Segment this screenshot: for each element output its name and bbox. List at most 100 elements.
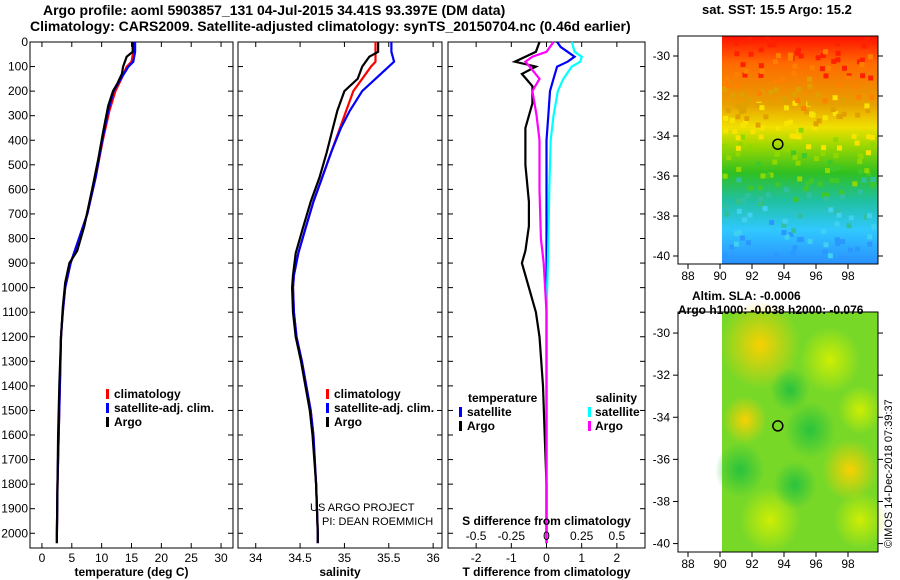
sst-pixel [773, 87, 779, 93]
sst-pixel [795, 160, 801, 166]
sst-pixel [787, 119, 793, 125]
sst-pixel [801, 105, 807, 111]
sst-pixel [758, 63, 764, 69]
sst-pixel [809, 111, 814, 117]
sst-pixel [834, 209, 840, 215]
lon-tick-label: 96 [809, 557, 823, 571]
sst-pixel [759, 105, 765, 111]
sst-pixel [742, 38, 748, 44]
y-tick-label: 1200 [1, 330, 28, 344]
series-s-argo [523, 41, 555, 544]
sst-pixel [756, 161, 761, 167]
sst-pixel [871, 224, 877, 230]
lat-tick-label: -38 [653, 494, 671, 508]
sst-pixel [759, 69, 765, 74]
lon-tick-label: 94 [777, 557, 791, 571]
sst-pixel [775, 182, 781, 188]
profile-panels: 0100200300400500600700800900100011001200… [1, 35, 646, 579]
sst-pixel [747, 36, 753, 42]
sst-pixel [758, 47, 764, 53]
y-tick-label: 700 [8, 207, 28, 221]
y-tick-label: 500 [8, 158, 28, 172]
sla-anomaly-patch [773, 460, 817, 510]
legend-marker [106, 403, 109, 413]
sst-pixel [848, 247, 853, 253]
sst-pixel [832, 95, 838, 101]
sst-pixel [824, 196, 829, 202]
sst-pixel [821, 229, 826, 234]
lon-tick-label: 88 [681, 269, 695, 283]
sst-pixel [780, 76, 786, 82]
sst-pixel [733, 241, 739, 247]
sst-pixel [813, 121, 819, 127]
sst-pixel [763, 114, 769, 120]
sst-pixel [759, 125, 765, 131]
y-tick-label: 1900 [1, 502, 28, 516]
sst-pixel [799, 236, 804, 242]
argo-location-marker [772, 420, 784, 432]
x-axis-label: T difference from climatology [462, 565, 630, 579]
legend-label: Argo [114, 415, 142, 429]
sst-pixel [839, 97, 845, 103]
sst-pixel [736, 177, 742, 183]
sst-map-title: sat. SST: 15.5 Argo: 15.2 [702, 2, 852, 17]
sst-pixel [730, 93, 736, 98]
lat-tick-label: -32 [653, 89, 671, 103]
y-tick-label: 2000 [1, 526, 28, 540]
panel-temp: 0100200300400500600700800900100011001200… [1, 35, 234, 579]
sst-pixel [841, 111, 847, 117]
sst-pixel [764, 36, 770, 41]
sst-pixel [827, 253, 833, 259]
sst-pixel [859, 62, 865, 67]
sst-pixel [781, 222, 787, 228]
panel-sal: 34 34.5 35 35.5 36 salinity climatologysatelli… [237, 41, 443, 579]
y-tick-label: 300 [8, 109, 28, 123]
sst-pixel [864, 36, 870, 42]
x-tick-label: 30 [214, 551, 228, 565]
sst-pixel [775, 53, 781, 59]
sst-pixel [854, 140, 860, 146]
sst-pixel [722, 86, 728, 92]
sst-pixel [870, 182, 876, 188]
sst-pixel [864, 103, 870, 109]
legend-label: climatology [334, 387, 401, 401]
sst-pixel [743, 119, 749, 125]
x-axis-label: salinity [319, 565, 361, 579]
sst-pixel [816, 118, 822, 124]
sla-map-title: Altim. SLA: -0.0006 [692, 289, 801, 303]
x-axis-label: temperature (deg C) [74, 565, 188, 579]
sst-pixel [798, 127, 804, 133]
legend-label: Argo [334, 415, 362, 429]
sst-pixel [822, 115, 828, 121]
sla-anomaly-patch [800, 327, 860, 393]
sst-pixel [737, 230, 743, 235]
legend-marker [459, 421, 462, 431]
lat-tick-label: -36 [653, 169, 671, 183]
y-tick-label: 100 [8, 60, 28, 74]
sst-pixel [781, 230, 787, 236]
sst-pixel [853, 84, 859, 90]
y-tick-label: 1700 [1, 453, 28, 467]
sst-pixel [846, 223, 852, 229]
top-x-tick-label: 0.5 [609, 529, 626, 543]
sst-pixel [735, 114, 741, 120]
sst-pixel [866, 134, 872, 140]
sst-pixel [792, 245, 798, 251]
sst-pixel [869, 94, 875, 100]
y-tick-label: 1300 [1, 354, 28, 368]
sst-pixel [755, 122, 761, 128]
sst-pixel [783, 187, 789, 193]
sst-pixel [747, 144, 753, 150]
lon-tick-label: 90 [713, 557, 727, 571]
lat-tick-label: -38 [653, 209, 671, 223]
x-tick-label: -2 [471, 551, 482, 565]
sst-pixel [835, 57, 841, 63]
sst-pixel [795, 98, 801, 104]
sst-pixel [722, 81, 728, 87]
map-frame-sla [677, 311, 879, 553]
sst-pixel [729, 244, 735, 250]
lat-tick-label: -36 [653, 452, 671, 466]
legend-marker [459, 407, 462, 417]
y-tick-label: 800 [8, 232, 28, 246]
sst-pixel [743, 68, 749, 74]
